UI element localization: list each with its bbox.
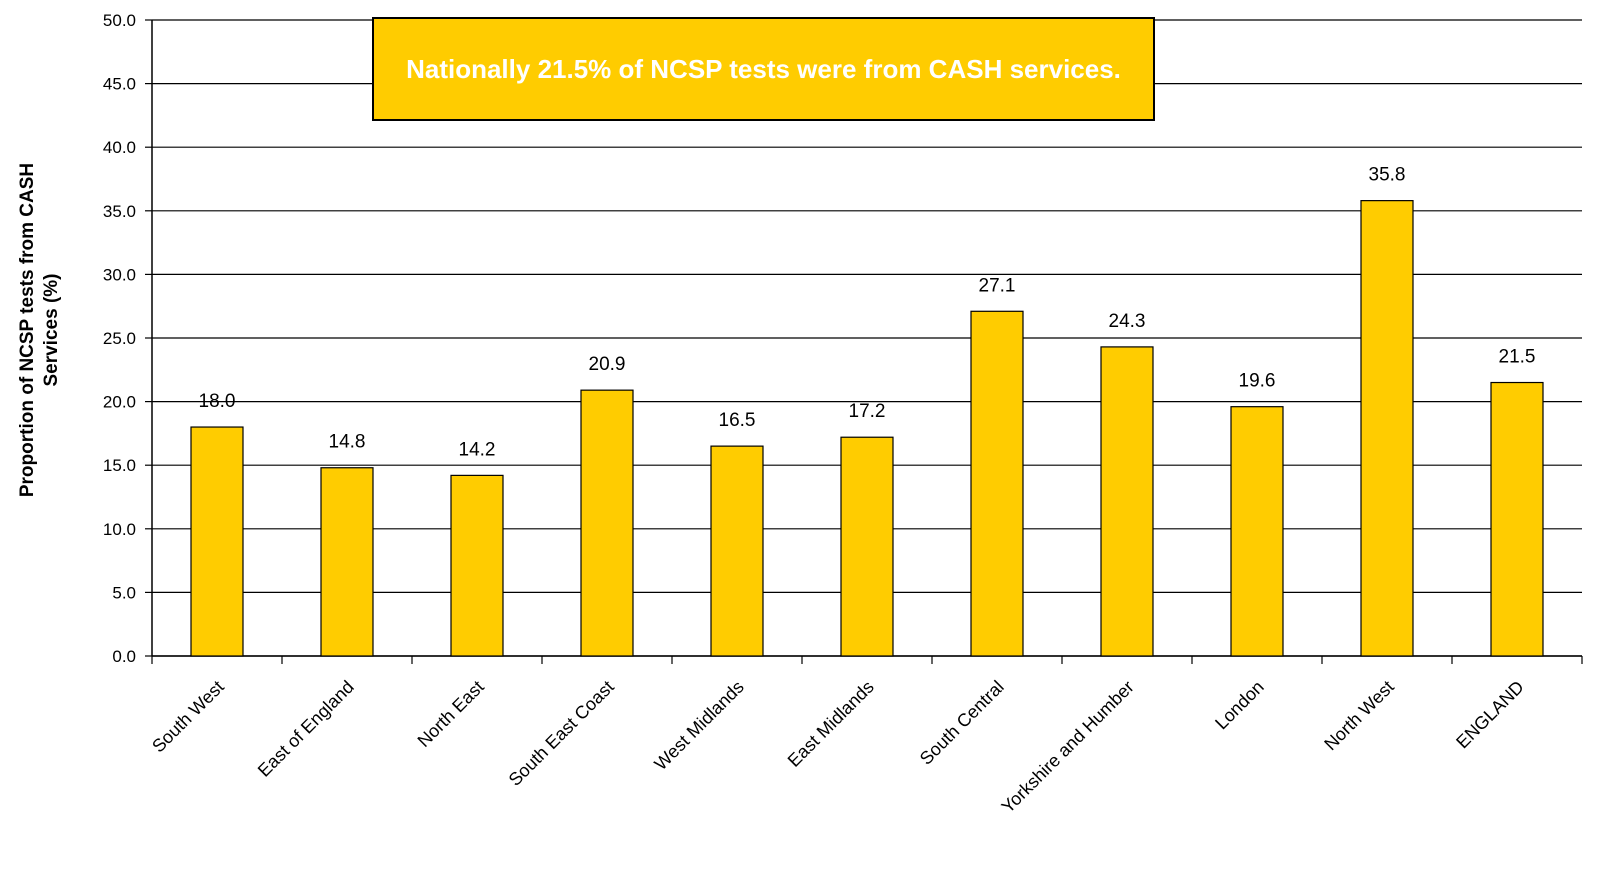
x-tick-label: ENGLAND	[1452, 677, 1528, 753]
y-tick-label: 50.0	[103, 11, 136, 30]
bar	[320, 467, 374, 657]
x-tick-label: North West	[1320, 677, 1398, 755]
data-label: 20.9	[589, 354, 626, 375]
data-label: 24.3	[1109, 311, 1146, 332]
bar	[840, 436, 894, 657]
bar	[1360, 200, 1414, 657]
bar	[580, 389, 634, 657]
bar	[710, 445, 764, 657]
y-tick-label: 20.0	[103, 393, 136, 412]
bar	[1230, 406, 1284, 657]
bar	[190, 426, 244, 657]
y-axis-label: Proportion of NCSP tests from CASH Servi…	[17, 162, 62, 498]
data-label: 27.1	[979, 275, 1016, 296]
x-tick-label: East of England	[254, 677, 358, 781]
y-tick-label: 0.0	[112, 647, 136, 666]
bar	[450, 474, 504, 657]
data-label: 16.5	[719, 410, 756, 431]
bar	[970, 310, 1024, 657]
data-label: 35.8	[1369, 165, 1406, 186]
x-tick-label: Yorkshire and Humber	[998, 677, 1138, 817]
data-label: 14.2	[459, 439, 496, 460]
y-tick-label: 5.0	[112, 583, 136, 602]
y-tick-label: 45.0	[103, 75, 136, 94]
data-label: 17.2	[849, 401, 886, 422]
y-tick-label: 40.0	[103, 138, 136, 157]
y-tick-label: 35.0	[103, 202, 136, 221]
x-tick-label: North East	[414, 677, 488, 751]
bar	[1100, 346, 1154, 657]
bar	[1490, 381, 1544, 657]
data-label: 18.0	[199, 391, 236, 412]
data-label: 19.6	[1239, 371, 1276, 392]
x-tick-label: South West	[148, 677, 228, 757]
data-label: 21.5	[1499, 347, 1536, 368]
y-tick-label: 25.0	[103, 329, 136, 348]
data-label: 14.8	[329, 432, 366, 453]
x-tick-label: East Midlands	[784, 677, 878, 771]
y-tick-label: 15.0	[103, 456, 136, 475]
y-tick-label: 30.0	[103, 265, 136, 284]
y-tick-label: 10.0	[103, 520, 136, 539]
x-tick-label: South East Coast	[505, 677, 618, 790]
x-tick-label: South Central	[916, 677, 1008, 769]
annotation: Nationally 21.5% of NCSP tests were from…	[372, 17, 1155, 121]
x-tick-label: London	[1211, 677, 1268, 734]
x-tick-label: West Midlands	[650, 677, 747, 774]
